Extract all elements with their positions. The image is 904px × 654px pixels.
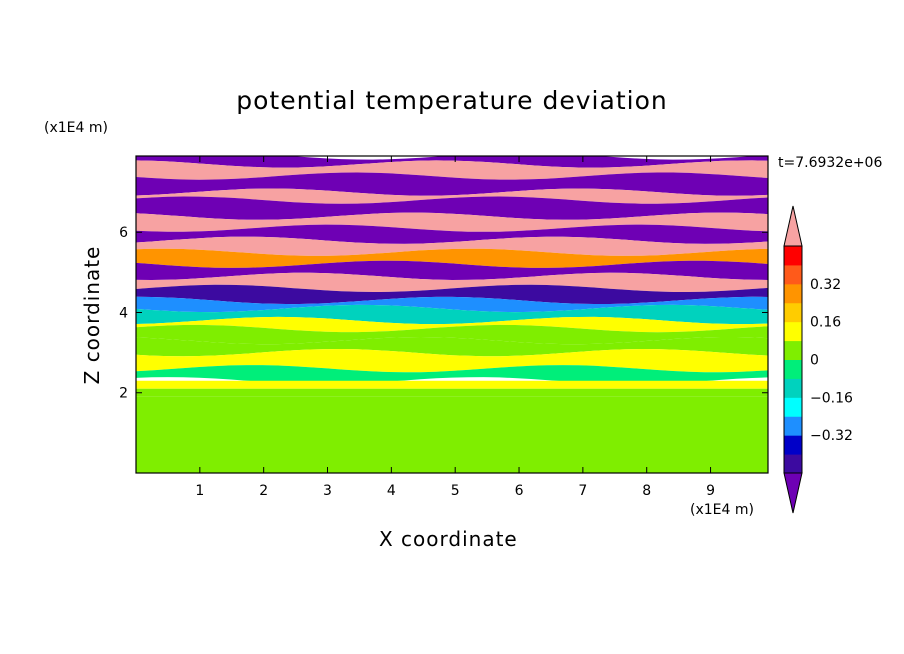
x-tick-label: 1 <box>195 483 204 499</box>
colorbar-segment <box>784 321 802 342</box>
contour-band <box>136 284 768 305</box>
contour-band <box>136 337 768 357</box>
x-tick-label: 5 <box>451 483 460 499</box>
colorbar: 0.32 0.16 0 −0.16 −0.32 <box>783 205 853 514</box>
colorbar-segment <box>784 283 802 304</box>
contour-band <box>136 236 768 256</box>
colorbar-tick-label: −0.16 <box>810 390 853 406</box>
colorbar-segment <box>784 435 802 455</box>
plot-frame <box>135 155 769 474</box>
x-tick-label: 6 <box>515 483 524 499</box>
colorbar-segment <box>784 416 802 436</box>
x-tick-label: 7 <box>578 483 587 499</box>
contour-band <box>136 212 768 232</box>
contour-band <box>136 260 768 280</box>
colorbar-segment <box>784 359 802 379</box>
y-tick-label: 6 <box>119 225 128 241</box>
x-axis-unit: (x1E4 m) <box>690 502 754 518</box>
contour-band <box>136 296 768 313</box>
colorbar-segment <box>784 340 802 360</box>
contour-band <box>136 156 768 168</box>
contour-band <box>136 396 768 473</box>
contour-band <box>136 224 768 244</box>
x-tick-label: 2 <box>259 483 268 499</box>
chart-title: potential temperature deviation <box>236 86 668 115</box>
x-tick-label: 3 <box>323 483 332 499</box>
colorbar-under-triangle <box>783 472 803 514</box>
colorbar-segment <box>784 302 802 323</box>
x-tick-label: 9 <box>706 483 715 499</box>
contour-band <box>136 316 768 333</box>
contour-band <box>136 160 768 180</box>
contour-band <box>136 388 768 397</box>
colorbar-tick-label: 0.32 <box>810 277 841 293</box>
colorbar-frame <box>783 245 803 474</box>
y-tick-label: 4 <box>119 305 128 321</box>
contour-band <box>136 172 768 196</box>
colorbar-segment <box>784 264 802 285</box>
colorbar-over-triangle <box>783 205 803 247</box>
y-tick-label: 2 <box>119 386 128 402</box>
x-tick-label: 8 <box>642 483 651 499</box>
time-label: t=7.6932e+06 <box>778 155 883 171</box>
contour-band <box>136 349 768 373</box>
colorbar-tick-label: −0.32 <box>810 428 853 444</box>
colorbar-segment <box>784 246 802 266</box>
contour-band <box>136 365 768 385</box>
colorbar-tick-label: 0 <box>810 353 819 369</box>
contour-band <box>136 196 768 220</box>
colorbar-segment <box>784 378 802 398</box>
colorbar-segment <box>784 454 802 474</box>
y-axis-unit: (x1E4 m) <box>44 120 108 136</box>
contour-band <box>136 380 768 389</box>
contour-band <box>136 188 768 204</box>
contour-band <box>136 304 768 325</box>
contour-band <box>136 248 768 268</box>
x-tick-label: 4 <box>387 483 396 499</box>
contour-band <box>136 324 768 345</box>
colorbar-tick-label: 0.16 <box>810 315 841 331</box>
contour-band <box>136 272 768 292</box>
plot-area <box>136 156 768 473</box>
axes: 1 2 3 4 5 6 7 8 9 2 4 6 <box>119 156 768 499</box>
colorbar-segment <box>784 397 802 417</box>
x-axis-label: X coordinate <box>379 527 518 551</box>
